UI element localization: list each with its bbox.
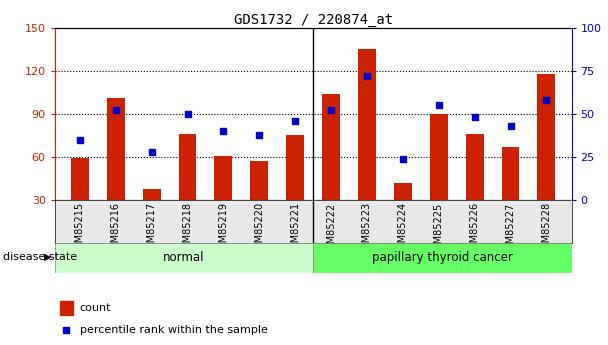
Text: GSM85216: GSM85216 — [111, 202, 121, 255]
Text: GSM85218: GSM85218 — [182, 202, 193, 255]
Text: percentile rank within the sample: percentile rank within the sample — [80, 325, 268, 335]
Bar — [107, 98, 125, 243]
Text: GSM85227: GSM85227 — [505, 202, 516, 256]
Bar — [250, 161, 268, 243]
Bar — [322, 94, 340, 243]
Title: GDS1732 / 220874_at: GDS1732 / 220874_at — [233, 12, 393, 27]
Text: papillary thyroid cancer: papillary thyroid cancer — [372, 252, 513, 264]
Text: GSM85224: GSM85224 — [398, 202, 408, 255]
Bar — [179, 134, 196, 243]
Text: GSM85225: GSM85225 — [434, 202, 444, 256]
Bar — [466, 134, 483, 243]
Text: normal: normal — [163, 252, 205, 264]
Text: count: count — [80, 303, 111, 313]
Bar — [502, 147, 519, 243]
Text: GSM85222: GSM85222 — [326, 202, 336, 256]
Bar — [143, 189, 161, 243]
Text: GSM85223: GSM85223 — [362, 202, 372, 255]
Text: GSM85226: GSM85226 — [469, 202, 480, 255]
Text: ▶: ▶ — [44, 252, 52, 262]
Bar — [60, 301, 73, 315]
Bar — [286, 136, 304, 243]
Bar — [394, 183, 412, 243]
Text: GSM85220: GSM85220 — [254, 202, 264, 255]
Bar — [537, 73, 555, 243]
Bar — [358, 49, 376, 243]
Bar — [313, 243, 572, 273]
Text: disease state: disease state — [3, 252, 77, 262]
Text: GSM85221: GSM85221 — [290, 202, 300, 255]
Bar — [71, 158, 89, 243]
Text: GSM85228: GSM85228 — [541, 202, 551, 255]
Bar — [430, 114, 447, 243]
Text: GSM85217: GSM85217 — [147, 202, 157, 255]
Text: GSM85215: GSM85215 — [75, 202, 85, 255]
Bar — [215, 156, 232, 243]
Bar — [55, 243, 313, 273]
Text: GSM85219: GSM85219 — [218, 202, 229, 255]
